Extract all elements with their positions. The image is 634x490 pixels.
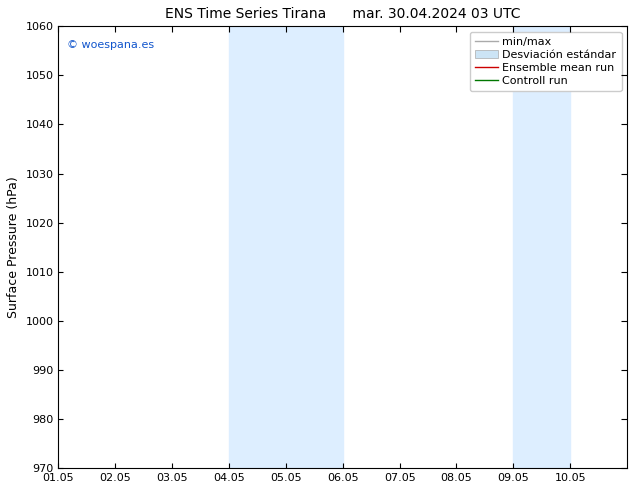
Bar — [286, 26, 343, 468]
Bar — [229, 26, 286, 468]
Text: © woespana.es: © woespana.es — [67, 40, 154, 49]
Title: ENS Time Series Tirana      mar. 30.04.2024 03 UTC: ENS Time Series Tirana mar. 30.04.2024 0… — [165, 7, 521, 21]
Legend: min/max, Desviación estándar, Ensemble mean run, Controll run: min/max, Desviación estándar, Ensemble m… — [470, 32, 621, 91]
Y-axis label: Surface Pressure (hPa): Surface Pressure (hPa) — [7, 176, 20, 318]
Bar — [514, 26, 570, 468]
